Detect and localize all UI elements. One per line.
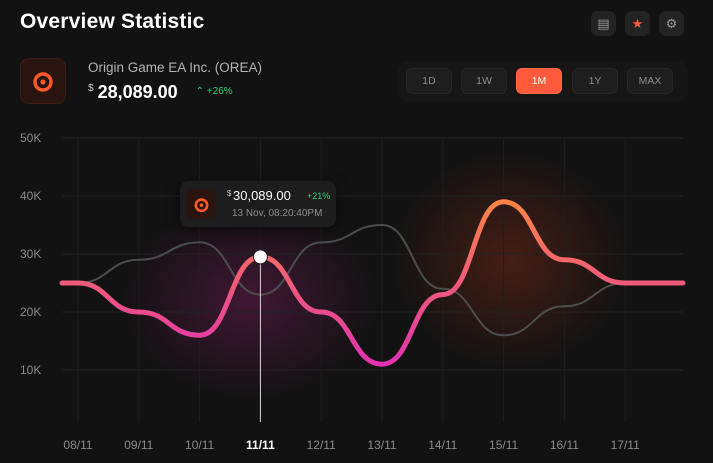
comparison-data-point	[441, 287, 444, 290]
x-tick-label: 15/11	[489, 438, 518, 452]
x-tick-label: 09/11	[124, 438, 153, 452]
document-button[interactable]: ▤	[591, 11, 616, 36]
x-axis: 08/11 09/11 10/11 11/11 12/11 13/11 14/11 15/11…	[63, 438, 640, 452]
y-tick-label: 10K	[20, 363, 41, 377]
gear-icon: ⚙	[665, 15, 678, 31]
up-arrow-icon: ⌃	[195, 86, 205, 97]
y-tick-label: 50K	[20, 131, 41, 145]
x-tick-label: 13/11	[367, 438, 396, 452]
x-tick-label: 14/11	[428, 438, 457, 452]
tooltip-change: +21%	[307, 191, 331, 201]
star-icon: ★	[631, 15, 644, 31]
price-data-point	[563, 258, 566, 261]
x-tick-label: 16/11	[550, 438, 579, 452]
comparison-data-point	[624, 282, 627, 285]
range-1w-button[interactable]: 1W	[461, 68, 507, 94]
range-1m-button[interactable]: 1M	[516, 68, 562, 94]
comparison-series-line	[62, 223, 683, 337]
x-tick-label: 11/11	[246, 438, 275, 452]
currency-symbol: $	[88, 83, 94, 94]
y-tick-label: 20K	[20, 305, 41, 319]
comparison-data-point	[137, 258, 140, 261]
price-change-value: +26%	[206, 86, 233, 97]
x-tick-label: 08/11	[63, 438, 92, 452]
price-data-point	[381, 363, 384, 366]
chart-grid	[62, 137, 683, 422]
price-data-point	[441, 293, 444, 296]
price-series-line	[59, 199, 686, 367]
comparison-data-point	[320, 241, 323, 244]
comparison-data-point	[381, 224, 384, 227]
favorite-button[interactable]: ★	[625, 11, 650, 36]
price-summary: $ 28,089.00 ⌃ +26%	[88, 82, 233, 103]
company-name: Origin Game EA Inc. (OREA)	[88, 60, 263, 75]
chart-glow-left	[120, 200, 380, 400]
current-price: 28,089.00	[97, 82, 178, 102]
tooltip-price: 30,089.00	[233, 188, 291, 203]
comparison-data-point	[259, 293, 262, 296]
origin-logo-icon	[194, 197, 208, 212]
page-title: Overview Statistic	[20, 10, 205, 33]
selection-point[interactable]	[252, 249, 268, 265]
tooltip-datetime: 13 Nov, 08:20:40PM	[232, 208, 323, 219]
company-logo	[20, 58, 66, 104]
price-data-point	[198, 334, 201, 337]
comparison-data-point	[77, 282, 80, 285]
price-data-point	[502, 200, 505, 203]
settings-button[interactable]: ⚙	[659, 11, 684, 36]
x-tick-label: 17/11	[611, 438, 640, 452]
price-data-point	[320, 311, 323, 314]
tooltip-logo	[186, 189, 216, 219]
tooltip-currency-symbol: $	[227, 189, 232, 198]
y-tick-label: 40K	[20, 189, 41, 203]
x-tick-label: 12/11	[307, 438, 336, 452]
price-data-point	[137, 311, 140, 314]
origin-logo-icon	[33, 72, 53, 92]
price-data-point	[259, 255, 262, 258]
chart-glow-right	[390, 150, 630, 370]
range-1y-button[interactable]: 1Y	[572, 68, 618, 94]
price-change: ⌃ +26%	[196, 86, 233, 97]
range-max-button[interactable]: MAX	[627, 68, 673, 94]
comparison-data-point	[198, 241, 201, 244]
comparison-data-point	[502, 334, 505, 337]
y-tick-label: 30K	[20, 247, 41, 261]
range-1d-button[interactable]: 1D	[406, 68, 452, 94]
x-tick-label: 10/11	[185, 438, 214, 452]
document-icon: ▤	[597, 15, 610, 31]
comparison-data-point	[563, 305, 566, 308]
y-axis: 50K 40K 30K 20K 10K	[20, 131, 41, 377]
